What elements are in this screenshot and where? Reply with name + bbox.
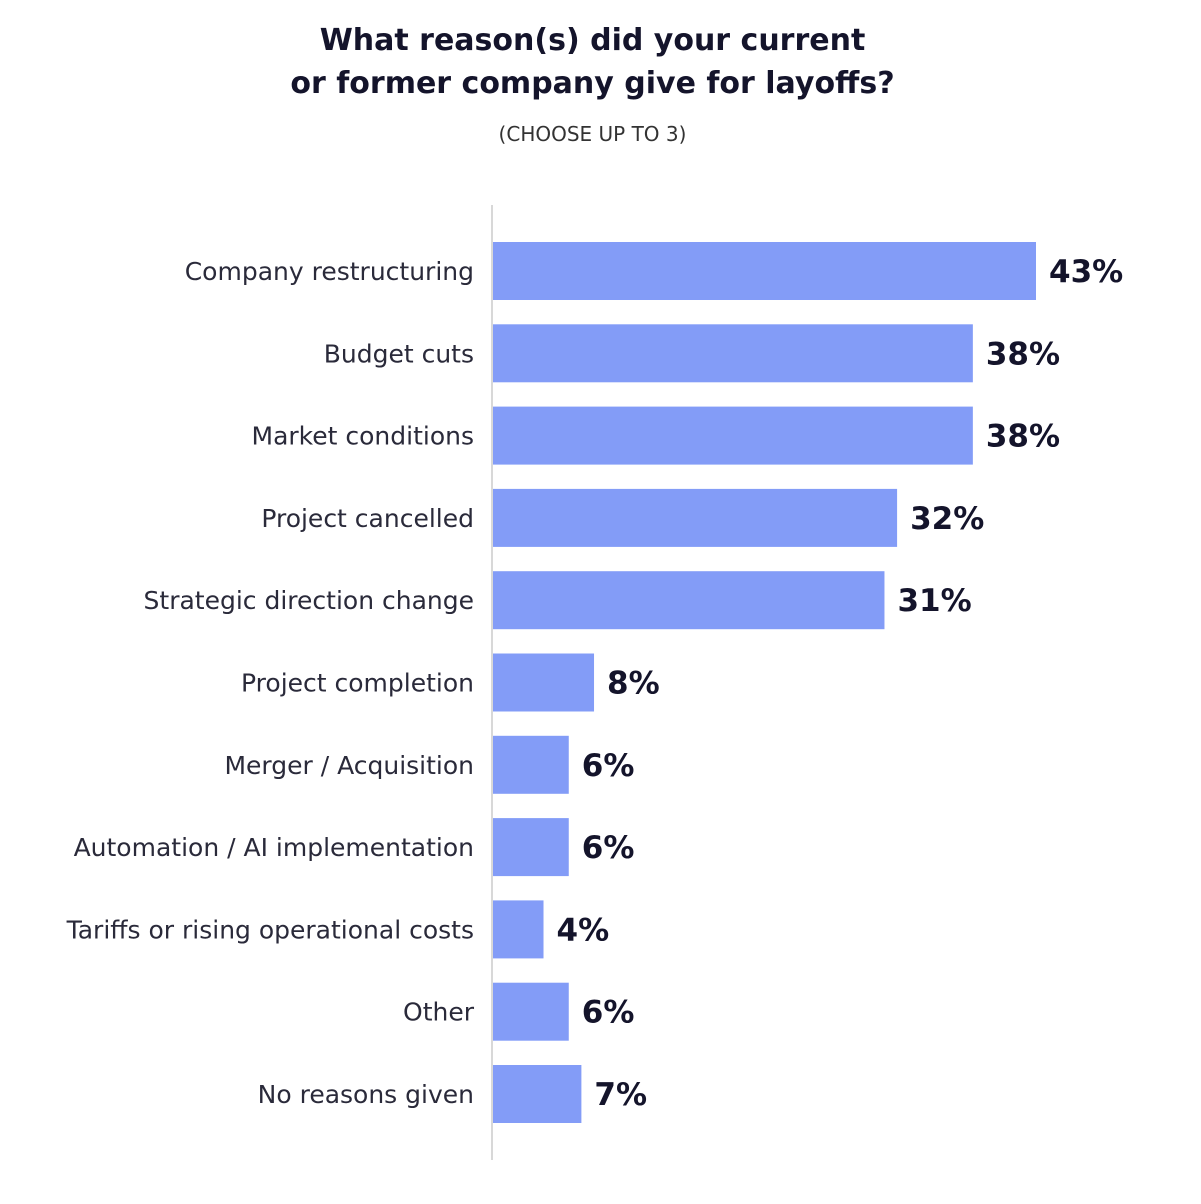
category-label: Market conditions xyxy=(252,422,475,451)
chart-title-line-2: or former company give for layoffs? xyxy=(290,66,895,101)
chart-title-line-1: What reason(s) did your current xyxy=(319,23,866,58)
bar xyxy=(493,735,569,794)
category-label: Project cancelled xyxy=(261,504,474,533)
category-label: Merger / Acquisition xyxy=(224,751,474,780)
value-label: 32% xyxy=(910,501,984,537)
category-label: Budget cuts xyxy=(324,339,474,368)
value-label: 7% xyxy=(594,1077,647,1113)
bar xyxy=(493,488,898,547)
category-label: Project completion xyxy=(241,669,474,698)
category-label: Automation / AI implementation xyxy=(74,833,474,862)
bar xyxy=(493,242,1036,300)
bar xyxy=(493,900,544,959)
bar xyxy=(493,982,569,1041)
value-label: 4% xyxy=(557,912,610,948)
value-label: 38% xyxy=(986,336,1060,372)
category-label: Strategic direction change xyxy=(144,586,474,615)
bar xyxy=(493,571,885,630)
value-label: 38% xyxy=(986,419,1060,455)
value-label: 6% xyxy=(582,830,635,866)
category-label: No reasons given xyxy=(258,1080,474,1109)
bar xyxy=(493,406,973,465)
value-label: 8% xyxy=(607,666,660,702)
bar xyxy=(493,1065,582,1123)
value-label: 43% xyxy=(1049,254,1123,290)
value-label: 31% xyxy=(897,583,971,619)
bar xyxy=(493,818,569,877)
category-label: Tariffs or rising operational costs xyxy=(66,915,474,944)
bar xyxy=(493,324,973,383)
category-label: Other xyxy=(403,998,475,1027)
value-label: 6% xyxy=(582,748,635,784)
category-label: Company restructuring xyxy=(185,257,474,286)
chart-subtitle: (CHOOSE UP TO 3) xyxy=(498,122,687,146)
bar xyxy=(493,653,595,712)
value-label: 6% xyxy=(582,995,635,1031)
